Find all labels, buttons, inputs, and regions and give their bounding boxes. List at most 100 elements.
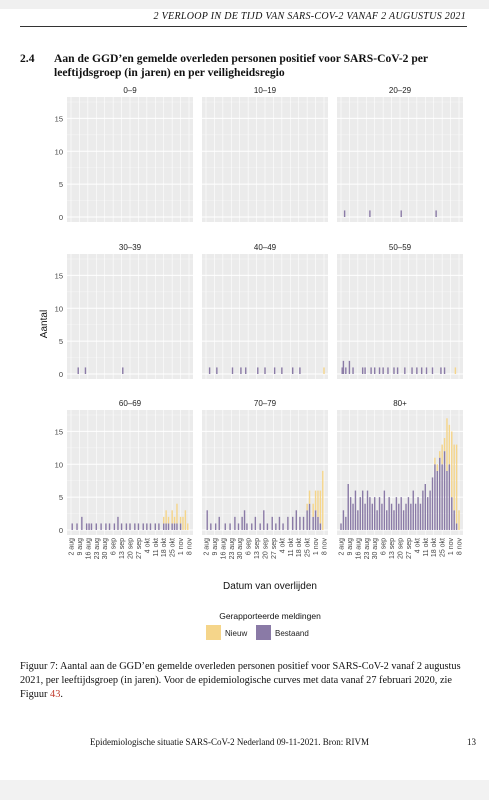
x-axis-label: Datum van overlijden bbox=[223, 581, 317, 592]
panel-title: 30–39 bbox=[119, 243, 142, 252]
bar-bestaand bbox=[387, 367, 389, 374]
bar-bestaand bbox=[291, 367, 294, 374]
bar-bestaand bbox=[395, 497, 398, 530]
bar-bestaand bbox=[105, 523, 107, 530]
bar-bestaand bbox=[76, 523, 78, 530]
bar-bestaand bbox=[84, 367, 87, 374]
bar-bestaand bbox=[443, 451, 446, 530]
bar-bestaand bbox=[317, 516, 319, 530]
bar-bestaand bbox=[231, 367, 234, 374]
bar-bestaand bbox=[424, 484, 426, 530]
bar-nieuw bbox=[443, 438, 446, 452]
bar-bestaand bbox=[393, 510, 395, 530]
legend-swatch-bestaand bbox=[256, 625, 271, 640]
bar-nieuw bbox=[176, 503, 178, 524]
bar-nieuw bbox=[182, 516, 184, 530]
bar-bestaand bbox=[206, 510, 208, 530]
x-tick-label: 11 okt bbox=[288, 538, 295, 557]
x-tick-label: 25 okt bbox=[170, 538, 177, 557]
bar-nieuw bbox=[454, 367, 457, 374]
bar-bestaand bbox=[263, 510, 265, 530]
bar-bestaand bbox=[448, 464, 451, 530]
bar-bestaand bbox=[345, 367, 347, 374]
x-tick-label: 27 sep bbox=[136, 538, 143, 559]
x-tick-label: 16 aug bbox=[355, 538, 362, 560]
bar-nieuw bbox=[441, 444, 443, 465]
bar-bestaand bbox=[173, 523, 176, 530]
bar-nieuw bbox=[323, 367, 325, 374]
bar-bestaand bbox=[171, 523, 173, 530]
bar-bestaand bbox=[125, 523, 128, 530]
y-tick-label: 15 bbox=[55, 427, 63, 436]
bar-bestaand bbox=[342, 360, 345, 374]
bar-bestaand bbox=[163, 523, 165, 530]
bar-bestaand bbox=[259, 523, 261, 530]
bar-bestaand bbox=[208, 367, 211, 374]
x-tick-label: 23 aug bbox=[229, 538, 236, 560]
x-tick-label: 8 nov bbox=[457, 538, 464, 556]
bar-bestaand bbox=[108, 523, 111, 530]
x-tick-label: 6 sep bbox=[111, 538, 118, 555]
x-tick-label: 13 sep bbox=[119, 538, 126, 559]
figure-caption: Figuur 7: Aantal aan de GGD’en gemelde o… bbox=[20, 660, 470, 702]
bar-nieuw bbox=[439, 451, 441, 458]
bar-bestaand bbox=[240, 367, 242, 374]
bar-bestaand bbox=[257, 367, 259, 374]
panel-title: 70–79 bbox=[254, 399, 277, 408]
x-tick-label: 6 sep bbox=[381, 538, 388, 555]
bar-bestaand bbox=[431, 477, 434, 530]
bar-bestaand bbox=[312, 516, 314, 530]
bar-bestaand bbox=[319, 523, 322, 530]
bar-bestaand bbox=[366, 490, 369, 530]
y-tick-label: 15 bbox=[55, 114, 63, 123]
bar-bestaand bbox=[266, 523, 269, 530]
x-tick-label: 4 okt bbox=[279, 538, 286, 553]
bar-bestaand bbox=[71, 523, 73, 530]
section-title: Aan de GGD’en gemelde overleden personen… bbox=[54, 52, 428, 79]
footer-source: Epidemiologische situatie SARS-CoV-2 Ned… bbox=[90, 737, 370, 747]
bar-bestaand bbox=[419, 503, 422, 530]
bar-bestaand bbox=[134, 523, 136, 530]
legend-swatch-nieuw bbox=[206, 625, 221, 640]
bar-bestaand bbox=[425, 367, 428, 374]
bar-bestaand bbox=[149, 523, 152, 530]
bar-bestaand bbox=[402, 510, 405, 530]
bar-bestaand bbox=[439, 457, 441, 530]
panel-title: 50–59 bbox=[389, 243, 412, 252]
bar-bestaand bbox=[434, 464, 436, 530]
bar-bestaand bbox=[414, 503, 417, 530]
bar-bestaand bbox=[234, 516, 236, 530]
bar-bestaand bbox=[359, 497, 361, 530]
bar-nieuw bbox=[165, 510, 167, 524]
section-number: 2.4 bbox=[20, 52, 35, 65]
bar-bestaand bbox=[422, 490, 424, 530]
x-tick-label: 18 okt bbox=[161, 538, 168, 557]
bar-bestaand bbox=[420, 367, 423, 374]
bar-bestaand bbox=[210, 523, 212, 530]
x-tick-label: 9 aug bbox=[77, 538, 84, 556]
x-tick-label: 8 nov bbox=[187, 538, 194, 556]
x-tick-label: 23 aug bbox=[364, 538, 371, 560]
figure-reference-link[interactable]: 43 bbox=[50, 689, 61, 700]
bar-bestaand bbox=[357, 510, 359, 530]
bar-bestaand bbox=[378, 367, 381, 374]
bar-bestaand bbox=[291, 516, 294, 530]
bar-bestaand bbox=[218, 516, 220, 530]
bar-nieuw bbox=[163, 516, 165, 524]
bar-nieuw bbox=[314, 490, 317, 511]
x-tick-label: 27 sep bbox=[271, 538, 278, 559]
bar-bestaand bbox=[341, 367, 343, 374]
bar-bestaand bbox=[374, 367, 376, 374]
bar-bestaand bbox=[254, 516, 257, 530]
bar-bestaand bbox=[436, 470, 439, 530]
bar-bestaand bbox=[179, 523, 182, 530]
bar-nieuw bbox=[179, 516, 182, 524]
bar-bestaand bbox=[142, 523, 144, 530]
bar-bestaand bbox=[299, 516, 301, 530]
bar-nieuw bbox=[436, 464, 439, 471]
x-tick-label: 27 sep bbox=[406, 538, 413, 559]
bar-bestaand bbox=[374, 497, 376, 530]
bar-bestaand bbox=[343, 210, 346, 217]
panel-title: 0–9 bbox=[123, 86, 137, 95]
bar-bestaand bbox=[241, 516, 243, 530]
